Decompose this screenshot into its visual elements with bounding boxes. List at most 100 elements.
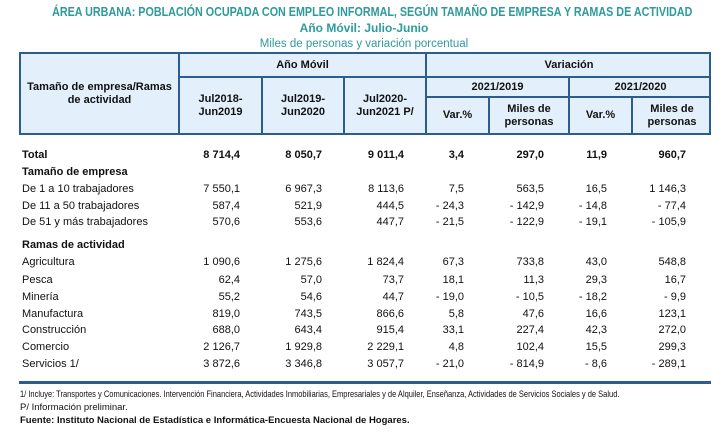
row-value: 8 050,7 bbox=[285, 149, 322, 161]
row-value: 54,6 bbox=[300, 291, 322, 303]
row-value: 819,0 bbox=[212, 308, 240, 320]
row-value: 447,7 bbox=[376, 216, 404, 228]
header-divider bbox=[343, 76, 345, 133]
row-label: De 11 a 50 trabajadores bbox=[22, 200, 140, 212]
row-value: 444,5 bbox=[376, 200, 404, 212]
table-row: Pesca 62,4 57,0 73,7 18,1 11,3 29,3 16,7 bbox=[22, 273, 712, 289]
row-value: 57,0 bbox=[300, 274, 322, 286]
header-divider bbox=[425, 96, 711, 98]
table-row: Manufactura 819,0 743,5 866,6 5,8 47,6 16,6 123… bbox=[22, 307, 712, 323]
row-value: 55,2 bbox=[218, 291, 240, 303]
row-value: 1 824,4 bbox=[367, 256, 404, 268]
row-value: - 122,9 bbox=[509, 216, 544, 228]
row-label: Construcción bbox=[22, 324, 87, 336]
table-row: De 1 a 10 trabajadores 7 550,1 6 967,3 8 11… bbox=[22, 182, 712, 198]
row-value: 915,4 bbox=[376, 324, 404, 336]
row-value: 733,8 bbox=[516, 256, 544, 268]
header-ano-movil: Año Móvil bbox=[276, 58, 329, 71]
section-header-row: Tamaño de empresa bbox=[22, 165, 712, 181]
row-value: - 19,0 bbox=[435, 291, 464, 303]
header-divider bbox=[488, 96, 490, 133]
header-period-3: Jul2020-Jun2021 P/ bbox=[356, 92, 414, 118]
row-label: Minería bbox=[22, 291, 59, 303]
row-label: Tamaño de empresa bbox=[22, 166, 128, 178]
row-value: 44,7 bbox=[382, 291, 404, 303]
row-value: 587,4 bbox=[212, 200, 240, 212]
table-row: Total 8 714,4 8 050,7 9 011,4 3,4 297,0 11,9 96… bbox=[22, 148, 712, 164]
row-value: - 105,9 bbox=[651, 216, 686, 228]
row-value: 67,3 bbox=[442, 256, 464, 268]
header-var-col-1: Var.% bbox=[442, 109, 473, 121]
header-var-group-1: 2021/2019 bbox=[471, 80, 524, 93]
header-divider bbox=[425, 54, 427, 133]
row-value: - 77,4 bbox=[657, 200, 686, 212]
row-value: - 19,1 bbox=[578, 216, 607, 228]
row-value: - 814,9 bbox=[509, 358, 544, 370]
row-value: 73,7 bbox=[382, 274, 404, 286]
row-value: 123,1 bbox=[658, 308, 686, 320]
row-value: 11,9 bbox=[586, 149, 607, 161]
table-row: De 11 a 50 trabajadores 587,4 521,9 444,5 - … bbox=[22, 199, 712, 215]
header-divider bbox=[178, 54, 180, 133]
row-value: - 14,8 bbox=[578, 200, 607, 212]
row-value: 1 146,3 bbox=[649, 183, 686, 195]
table-bottom-rule bbox=[19, 381, 711, 384]
row-value: 2 126,7 bbox=[203, 341, 240, 353]
row-value: - 21,0 bbox=[435, 358, 464, 370]
row-value: - 24,3 bbox=[435, 200, 464, 212]
row-value: 42,3 bbox=[585, 324, 607, 336]
header-var-col-4: Miles de personas bbox=[647, 102, 697, 128]
row-value: 16,6 bbox=[585, 308, 607, 320]
footnote-1: 1/ Incluye: Transportes y Comunicaciones… bbox=[20, 389, 620, 400]
row-value: - 142,9 bbox=[509, 200, 544, 212]
header-period-2: Jul2019-Jun2020 bbox=[280, 92, 326, 118]
header-period-1: Jul2018-Jun2019 bbox=[198, 92, 243, 118]
row-value: 43,0 bbox=[585, 256, 607, 268]
row-value: 15,5 bbox=[585, 341, 607, 353]
table-row: De 51 y más trabajadores 570,6 553,6 447,7 -… bbox=[22, 215, 712, 231]
table-row: Servicios 1/3 872,6 3 346,8 3 057,7 - 21,0 -… bbox=[22, 357, 712, 373]
header-var-col-3: Var.% bbox=[585, 109, 616, 121]
header-divider bbox=[568, 76, 570, 133]
row-value: 3 057,7 bbox=[367, 358, 404, 370]
row-value: 548,8 bbox=[658, 256, 686, 268]
source-note: Fuente: Instituto Nacional de Estadístic… bbox=[20, 415, 410, 426]
row-label: De 51 y más trabajadores bbox=[22, 216, 148, 228]
row-label: Pesca bbox=[22, 274, 53, 286]
row-value: 553,6 bbox=[294, 216, 322, 228]
table-title: ÁREA URBANA: POBLACIÓN OCUPADA CON EMPLE… bbox=[52, 5, 693, 19]
row-value: 8 113,6 bbox=[368, 183, 404, 195]
row-value: 102,4 bbox=[516, 341, 544, 353]
row-value: 11,3 bbox=[523, 274, 544, 286]
row-value: 688,0 bbox=[212, 324, 240, 336]
row-value: 643,4 bbox=[294, 324, 322, 336]
table-row: Construcción 688,0 643,4 915,4 33,1 227,4 42,3… bbox=[22, 323, 712, 339]
table-title-wrap: ÁREA URBANA: POBLACIÓN OCUPADA CON EMPLE… bbox=[0, 5, 728, 19]
row-label: Total bbox=[22, 149, 48, 161]
section-header-row: Ramas de actividad bbox=[22, 238, 712, 254]
footnote-2: P/ Información preliminar. bbox=[20, 402, 128, 413]
row-label: Comercio bbox=[22, 341, 70, 353]
row-value: 7 550,1 bbox=[203, 183, 240, 195]
row-value: 743,5 bbox=[294, 308, 322, 320]
row-value: 521,9 bbox=[294, 200, 322, 212]
row-value: 1 929,8 bbox=[285, 341, 322, 353]
row-label: Manufactura bbox=[22, 308, 84, 320]
row-value: 18,1 bbox=[442, 274, 464, 286]
row-value: 4,8 bbox=[448, 341, 464, 353]
row-value: 16,5 bbox=[585, 183, 607, 195]
row-value: 5,8 bbox=[448, 308, 464, 320]
row-value: 62,4 bbox=[218, 274, 240, 286]
row-value: 16,7 bbox=[664, 274, 686, 286]
row-label: Ramas de actividad bbox=[22, 239, 125, 251]
row-value: 297,0 bbox=[516, 149, 544, 161]
table-row: Minería 55,2 54,6 44,7 - 19,0 - 10,5 - 18,2 - 9… bbox=[22, 290, 712, 306]
table-units: Miles de personas y variación porcentual bbox=[259, 38, 469, 50]
row-value: 299,3 bbox=[658, 341, 686, 353]
row-value: - 21,5 bbox=[435, 216, 464, 228]
header-divider bbox=[178, 76, 711, 78]
row-value: 3 872,6 bbox=[203, 358, 240, 370]
row-value: 33,1 bbox=[442, 324, 464, 336]
row-value: 3,4 bbox=[448, 149, 464, 161]
row-label: De 1 a 10 trabajadores bbox=[22, 183, 134, 195]
